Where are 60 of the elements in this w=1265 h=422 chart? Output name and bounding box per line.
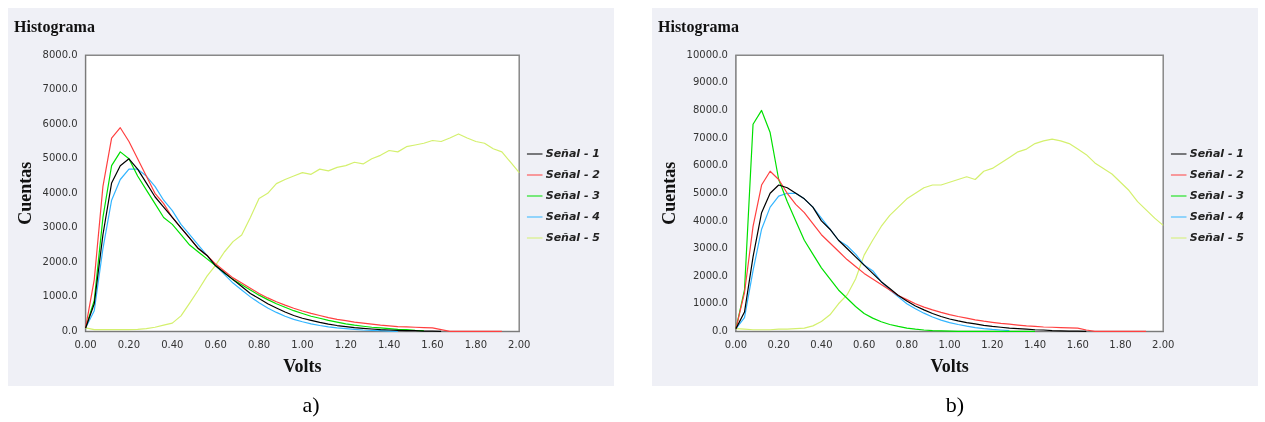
- y-tick-label: 5000.0: [692, 186, 728, 198]
- y-tick-label: 8000.0: [42, 48, 78, 60]
- y-tick-label: 3000.0: [42, 221, 78, 233]
- chart-title: Histograma: [14, 17, 95, 36]
- y-tick-label: 3000.0: [692, 242, 728, 254]
- x-tick-label: 1.80: [464, 338, 487, 350]
- chart-title: Histograma: [658, 17, 739, 36]
- legend-label: Señal - 4: [545, 209, 601, 223]
- x-tick-label: 0.60: [853, 338, 876, 350]
- x-axis-title: Volts: [283, 355, 322, 376]
- y-axis-title: Cuentas: [15, 161, 36, 225]
- x-tick-label: 1.20: [981, 338, 1004, 350]
- x-tick-label: 1.40: [377, 338, 401, 350]
- legend-label: Señal - 5: [1189, 230, 1245, 244]
- y-tick-label: 1000.0: [42, 290, 78, 302]
- y-tick-label: 7000.0: [42, 83, 78, 95]
- x-tick-label: 0.60: [204, 338, 227, 350]
- y-tick-label: 6000.0: [692, 159, 728, 171]
- x-tick-label: 1.80: [1109, 338, 1132, 350]
- legend-label: Señal - 3: [1189, 188, 1245, 202]
- x-tick-label: 1.00: [938, 338, 961, 350]
- x-tick-label: 2.00: [508, 338, 531, 350]
- y-tick-label: 4000.0: [42, 186, 78, 198]
- y-tick-label: 7000.0: [692, 131, 728, 143]
- y-tick-label: 0.0: [61, 324, 78, 336]
- x-tick-label: 1.00: [291, 338, 314, 350]
- x-axis-title: Volts: [930, 355, 969, 376]
- x-tick-label: 0.40: [161, 338, 184, 350]
- x-tick-label: 1.40: [1023, 338, 1047, 350]
- x-tick-label: 2.00: [1152, 338, 1175, 350]
- y-tick-label: 2000.0: [42, 255, 78, 267]
- y-tick-label: 4000.0: [692, 214, 728, 226]
- y-tick-label: 8000.0: [692, 104, 728, 116]
- x-tick-label: 0.20: [117, 338, 141, 350]
- x-tick-label: 1.60: [1066, 338, 1089, 350]
- legend-label: Señal - 3: [545, 188, 601, 202]
- text: b): [945, 392, 965, 418]
- y-tick-label: 9000.0: [692, 76, 728, 88]
- x-tick-label: 0.80: [247, 338, 271, 350]
- y-tick-label: 0.0: [712, 324, 728, 336]
- x-tick-label: 0.20: [767, 338, 790, 350]
- legend-label: Señal - 1: [1189, 146, 1245, 160]
- x-tick-label: 1.60: [421, 338, 444, 350]
- x-tick-label: 0.00: [74, 338, 97, 350]
- legend-label: Señal - 4: [1189, 209, 1245, 223]
- y-tick-label: 6000.0: [42, 117, 78, 129]
- legend-label: Señal - 1: [545, 146, 601, 160]
- text: a): [302, 392, 320, 418]
- y-axis-title: Cuentas: [659, 161, 680, 225]
- y-tick-label: 1000.0: [692, 297, 728, 309]
- y-tick-label: 10000.0: [686, 48, 728, 60]
- x-tick-label: 0.00: [724, 338, 748, 350]
- y-tick-label: 5000.0: [42, 152, 78, 164]
- y-tick-label: 2000.0: [692, 269, 728, 281]
- x-tick-label: 1.20: [334, 338, 357, 350]
- legend-label: Señal - 2: [545, 167, 601, 181]
- x-tick-label: 0.40: [810, 338, 833, 350]
- legend-label: Señal - 2: [1189, 167, 1245, 181]
- legend-label: Señal - 5: [545, 230, 601, 244]
- x-tick-label: 0.80: [895, 338, 918, 350]
